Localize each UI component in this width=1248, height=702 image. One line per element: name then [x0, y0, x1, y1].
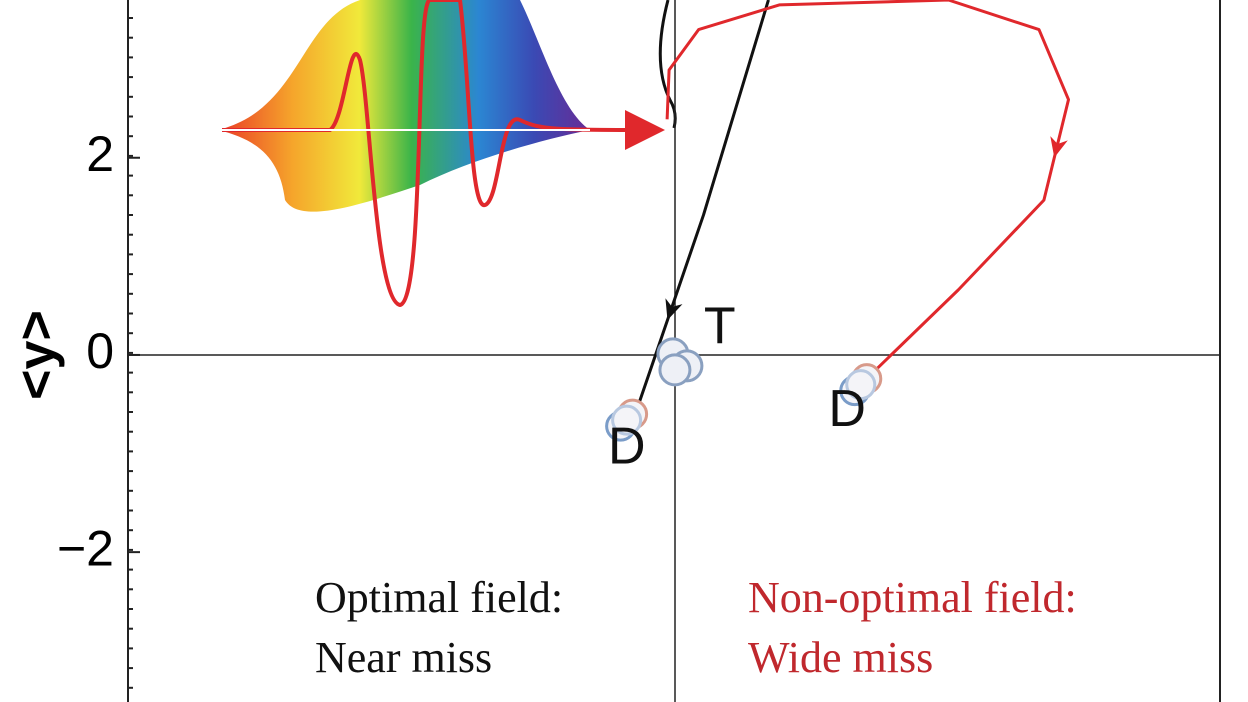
trajectory: [665, 0, 1070, 376]
note-text: Non-optimal field:: [748, 573, 1077, 622]
molecule: [611, 404, 643, 436]
point-label: T: [704, 298, 736, 356]
direction-arrow: [665, 298, 683, 321]
point-label: D: [608, 418, 646, 476]
y-tick-label: 2: [86, 126, 114, 182]
direction-arrow: [1050, 136, 1068, 158]
inset-wavepacket: [218, 0, 665, 308]
molecule: [845, 369, 877, 401]
note-text: Wide miss: [748, 633, 933, 682]
target-molecule: [658, 353, 692, 387]
y-tick-label: 0: [86, 323, 114, 379]
y-tick-label: −2: [57, 520, 114, 576]
note-text: Optimal field:: [315, 573, 563, 622]
point-label: D: [828, 380, 866, 438]
trajectory: [635, 0, 770, 411]
note-text: Near miss: [315, 633, 492, 682]
y-axis-label: <y>: [8, 310, 66, 400]
